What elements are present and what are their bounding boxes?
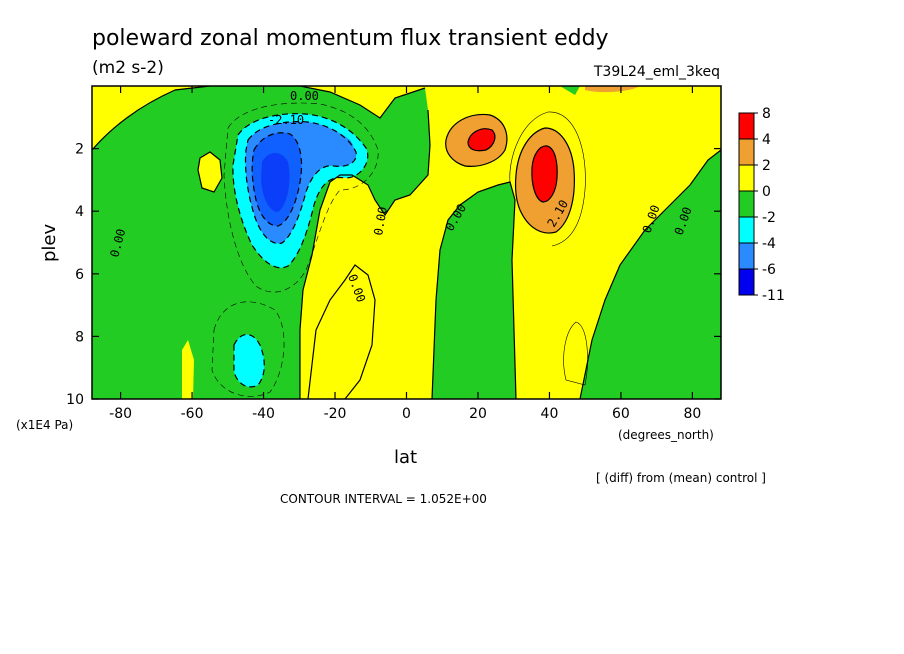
colorbar-swatch — [738, 112, 755, 140]
field-neg-cell-lower — [234, 334, 265, 387]
colorbar-swatch — [738, 216, 755, 244]
colorbar-label: 4 — [762, 132, 771, 148]
contour-zero-north — [579, 149, 721, 399]
field-neg-lobe-upper — [300, 125, 354, 159]
contour-pos-thin-b — [509, 111, 586, 247]
field-pos-4-core-a — [468, 128, 495, 151]
contour-lines — [92, 86, 721, 399]
y-tick-label: 6 — [75, 267, 84, 283]
y-axis: 2 4 6 8 10 — [66, 142, 721, 408]
x-axis-units: (degrees_north) — [618, 428, 714, 442]
colorbar-label: 2 — [762, 158, 771, 174]
x-tick-label: 60 — [612, 406, 630, 422]
field-positive-island-d — [92, 86, 130, 130]
x-tick-label: -60 — [181, 406, 204, 422]
x-tick-label: 20 — [469, 406, 487, 422]
contour-neg-lower — [233, 333, 265, 388]
field-neg-6-cell — [252, 132, 302, 226]
colorbar-swatch — [738, 164, 755, 192]
diff-note: [ (diff) from (mean) control ] — [596, 471, 766, 485]
field-neg-11-core — [261, 153, 290, 212]
y-tick-label: 8 — [75, 329, 84, 345]
colorbar-swatch — [738, 268, 755, 296]
y-axis-units: (x1E4 Pa) — [16, 418, 73, 432]
contour-zero-south — [92, 86, 431, 399]
contour-zero-equator — [431, 181, 517, 399]
contour-lines-negative — [211, 102, 379, 397]
contour-label: 0.00 — [290, 89, 319, 103]
y-axis-label: plev — [39, 223, 60, 262]
contour-neg-thin-outer — [223, 102, 379, 293]
x-tick-label: -20 — [324, 406, 347, 422]
contour-zero-island-a — [197, 151, 223, 193]
contour-pos-thin — [563, 321, 588, 386]
contour-neg-4 — [244, 121, 357, 245]
contour-pos-b — [514, 127, 575, 234]
units-label: (m2 s-2) — [92, 58, 164, 78]
x-tick-label: -80 — [109, 406, 132, 422]
contour-zero-island-c — [307, 264, 376, 399]
x-axis-label: lat — [394, 447, 417, 468]
contour-pos-a — [445, 113, 508, 167]
colorbar-label: 8 — [762, 106, 771, 122]
x-tick-label: 0 — [402, 406, 411, 422]
contour-label: 0.00 — [371, 206, 390, 237]
field-positive-island-a — [198, 152, 222, 192]
field-pos-4-core-b — [531, 145, 558, 202]
plot-area: 0.00 -2.10 0.00 0.00 0.00 0.00 2.10 0.00… — [92, 86, 721, 399]
field-negative-top — [560, 86, 580, 95]
colorbar-label: -6 — [762, 262, 776, 278]
contour-interval: CONTOUR INTERVAL = 1.052E+00 — [280, 492, 487, 506]
y-tick-label: 2 — [75, 142, 84, 158]
x-tick-label: 80 — [683, 406, 701, 422]
colorbar-legend: 8 4 2 0 -2 -4 -6 -11 — [738, 106, 785, 304]
x-tick-label: 40 — [541, 406, 559, 422]
field-positive-island-c — [308, 265, 375, 399]
field-positive-island-b — [182, 340, 194, 399]
contour-neg-thin-lower — [211, 301, 285, 397]
contour-neg-2 — [232, 113, 369, 269]
field-negative-equator — [432, 182, 516, 399]
y-tick-label: 10 — [66, 392, 84, 408]
colorbar-label: 0 — [762, 184, 771, 200]
run-name: T39L24_eml_3keq — [593, 64, 720, 80]
colorbar-swatch — [738, 242, 755, 270]
contour-pos-b-inner — [531, 145, 558, 203]
colorbar-label: -11 — [762, 288, 785, 304]
field-negative-north — [580, 150, 721, 399]
field-pos-top-sliver — [585, 86, 640, 93]
contour-neg-6 — [251, 132, 303, 227]
y-tick-label: 4 — [75, 204, 84, 220]
colorbar-label: -4 — [762, 236, 776, 252]
contour-pos-a-inner — [467, 128, 496, 152]
x-axis: -80 -60 -40 -20 0 20 40 60 80 — [109, 86, 701, 422]
x-tick-label: -40 — [252, 406, 275, 422]
colorbar-swatch — [738, 138, 755, 166]
colorbar-label: -2 — [762, 210, 776, 226]
chart-title: poleward zonal momentum flux transient e… — [92, 26, 609, 51]
contour-label: -2.10 — [268, 113, 304, 127]
colorbar-swatch — [738, 190, 755, 218]
